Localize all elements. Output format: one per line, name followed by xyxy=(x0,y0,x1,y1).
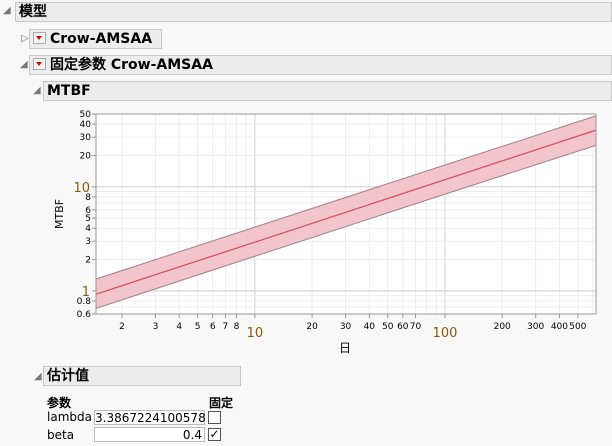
x-axis-label: 日 xyxy=(339,341,351,355)
x-tick-label: 40 xyxy=(364,322,376,332)
model-outline-header[interactable]: 模型 xyxy=(15,2,612,22)
y-tick-label: 0.6 xyxy=(77,310,92,320)
lambda-value-input[interactable]: 3.3867224100578 xyxy=(94,410,206,425)
collapse-icon[interactable]: ◢ xyxy=(33,85,41,96)
x-tick-label: 30 xyxy=(340,322,352,332)
x-tick-label: 500 xyxy=(569,322,586,332)
y-tick-label: 6 xyxy=(85,206,91,216)
x-tick-label: 4 xyxy=(176,322,182,332)
collapse-icon[interactable]: ◢ xyxy=(20,59,28,70)
fixed-crow-amsaa-header[interactable]: 固定参数 Crow-AMSAA xyxy=(29,55,612,75)
lower-bound-line xyxy=(95,144,597,309)
mtbf-line xyxy=(95,129,597,295)
y-tick-label: 30 xyxy=(80,133,92,143)
x-tick-label: 100 xyxy=(433,326,458,341)
expand-icon[interactable]: ▷ xyxy=(21,33,29,44)
x-tick-label: 70 xyxy=(410,322,422,332)
beta-value-input[interactable]: 0.4 xyxy=(94,427,205,442)
estimates-header[interactable]: 估计值 xyxy=(43,366,241,386)
y-tick-label: 3 xyxy=(85,237,91,247)
y-tick-label: 20 xyxy=(80,151,92,161)
x-tick-label: 60 xyxy=(397,322,409,332)
y-tick-label: 8 xyxy=(85,193,91,203)
collapse-icon[interactable]: ◢ xyxy=(3,5,11,16)
y-tick-label: 40 xyxy=(80,120,92,130)
x-tick-label: 7 xyxy=(223,322,229,332)
fixed-column-header: 固定 xyxy=(209,396,234,410)
y-tick-label: 5 xyxy=(85,214,91,224)
model-title: 模型 xyxy=(19,4,47,20)
y-tick-label: 10 xyxy=(73,181,90,196)
x-tick-label: 200 xyxy=(494,322,511,332)
param-column-header: 参数 xyxy=(47,396,72,410)
beta-fixed-checkbox[interactable]: ✓ xyxy=(208,428,221,441)
mtbf-header[interactable]: MTBF xyxy=(43,81,612,101)
y-tick-label: 50 xyxy=(80,110,92,120)
param-name-beta: beta xyxy=(47,428,75,442)
x-tick-label: 300 xyxy=(527,322,544,332)
y-axis-label: MTBF xyxy=(53,199,66,229)
red-triangle-menu-icon[interactable] xyxy=(33,58,46,70)
collapse-icon[interactable]: ◢ xyxy=(34,371,42,382)
x-tick-label: 8 xyxy=(234,322,240,332)
x-tick-label: 10 xyxy=(247,326,264,341)
x-tick-label: 3 xyxy=(153,322,159,332)
x-tick-label: 6 xyxy=(210,322,216,332)
y-tick-label: 4 xyxy=(85,224,91,234)
y-tick-label: 0.8 xyxy=(77,297,92,307)
x-tick-label: 50 xyxy=(382,322,394,332)
y-tick-label: 1 xyxy=(82,285,90,300)
fixed-crow-amsaa-title: 固定参数 Crow-AMSAA xyxy=(50,57,213,73)
red-triangle-menu-icon[interactable] xyxy=(33,32,46,44)
estimates-title: 估计值 xyxy=(47,368,89,384)
mtbf-title: MTBF xyxy=(47,83,91,99)
x-tick-label: 20 xyxy=(306,322,318,332)
param-name-lambda: lambda xyxy=(47,410,92,424)
x-tick-label: 2 xyxy=(119,322,125,332)
check-icon: ✓ xyxy=(209,427,220,441)
crow-amsaa-header[interactable]: Crow-AMSAA xyxy=(29,29,162,49)
upper-bound-line xyxy=(95,115,597,280)
x-tick-label: 5 xyxy=(195,322,201,332)
y-tick-label: 2 xyxy=(85,256,91,266)
lambda-fixed-checkbox[interactable] xyxy=(208,411,221,424)
x-tick-label: 400 xyxy=(551,322,568,332)
crow-amsaa-title: Crow-AMSAA xyxy=(50,31,153,47)
